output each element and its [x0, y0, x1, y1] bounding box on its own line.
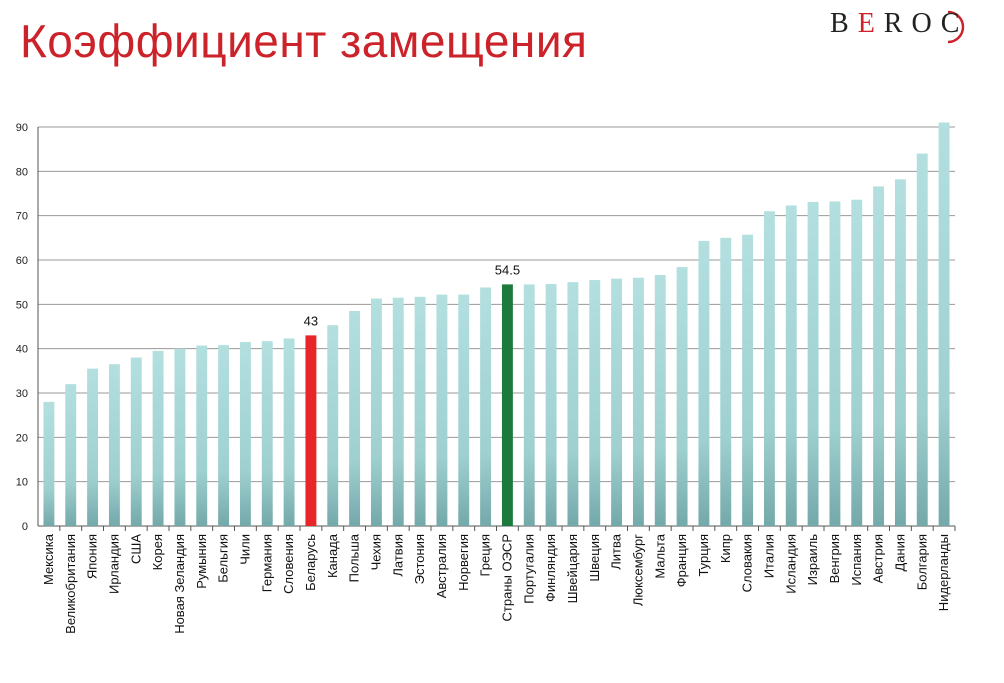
bar: [873, 186, 884, 526]
bar: [502, 284, 513, 526]
bar: [393, 298, 404, 526]
bar: [327, 325, 338, 526]
bar: [742, 235, 753, 526]
x-tick-label: Мальта: [652, 533, 667, 578]
bar: [939, 123, 950, 526]
x-tick-label: Швейцария: [565, 534, 580, 603]
y-tick-label: 20: [16, 432, 28, 444]
bar: [567, 282, 578, 526]
x-tick-label: Венгрия: [827, 534, 842, 583]
x-tick-label: Страны ОЭСР: [499, 534, 514, 621]
x-tick-label: Германия: [259, 534, 274, 592]
bar: [284, 338, 295, 526]
x-tick-label: Чехия: [368, 534, 383, 570]
y-tick-label: 50: [16, 299, 28, 311]
x-tick-label: Нидерланды: [936, 534, 951, 611]
bar: [371, 299, 382, 526]
x-tick-label: Австралия: [434, 534, 449, 598]
x-tick-label: Кипр: [718, 534, 733, 563]
x-tick-label: Словения: [281, 534, 296, 594]
x-tick-label: Мексика: [41, 533, 56, 585]
bar: [917, 154, 928, 526]
bar: [436, 295, 447, 526]
x-tick-label: Литва: [609, 533, 624, 570]
x-tick-label: Люксембург: [630, 534, 645, 606]
bar: [109, 364, 120, 526]
y-tick-label: 60: [16, 255, 28, 267]
x-tick-label: Великобритания: [63, 534, 78, 634]
bar: [698, 241, 709, 526]
bar: [458, 295, 469, 526]
bar: [895, 179, 906, 526]
bar: [65, 384, 76, 526]
bar: [808, 202, 819, 526]
x-tick-label: Исландия: [783, 534, 798, 594]
x-tick-label: Турция: [696, 534, 711, 577]
bar: [480, 287, 491, 526]
bar: [305, 335, 316, 526]
bar: [633, 278, 644, 526]
x-tick-label: Ирландия: [106, 534, 121, 594]
x-tick-label: Польша: [347, 533, 362, 582]
bar: [764, 211, 775, 526]
bar: [415, 297, 426, 526]
data-label: 54.5: [495, 262, 520, 277]
bar: [43, 402, 54, 526]
x-tick-label: Дания: [892, 534, 907, 572]
x-tick-label: Швеция: [587, 534, 602, 582]
y-tick-label: 30: [16, 388, 28, 400]
bar: [611, 279, 622, 526]
bar: [240, 342, 251, 526]
y-tick-label: 10: [16, 477, 28, 489]
x-tick-label: Австрия: [871, 534, 886, 583]
y-tick-label: 70: [16, 211, 28, 223]
x-tick-label: Болгария: [914, 534, 929, 590]
x-tick-label: Беларусь: [303, 534, 318, 591]
bar: [262, 341, 273, 526]
x-tick-label: Япония: [85, 534, 100, 579]
bar: [720, 238, 731, 526]
bar: [218, 345, 229, 526]
x-tick-label: Португалия: [521, 534, 536, 604]
x-tick-label: США: [128, 534, 143, 564]
bar: [589, 280, 600, 526]
x-tick-label: Бельгия: [216, 534, 231, 583]
data-label: 43: [304, 313, 318, 328]
x-tick-label: Франция: [674, 534, 689, 587]
bar: [87, 369, 98, 526]
bar: [546, 284, 557, 526]
bar: [655, 275, 666, 526]
bar: [786, 205, 797, 526]
bar: [153, 351, 164, 526]
x-tick-label: Латвия: [390, 534, 405, 577]
x-tick-label: Чили: [237, 534, 252, 565]
bar: [829, 201, 840, 526]
bar: [174, 349, 185, 526]
x-tick-label: Испания: [849, 534, 864, 586]
bar: [131, 358, 142, 526]
x-tick-label: Греция: [478, 534, 493, 577]
y-tick-label: 90: [16, 122, 28, 134]
x-tick-label: Эстония: [412, 534, 427, 584]
bar: [677, 267, 688, 526]
bar: [524, 284, 535, 526]
y-tick-label: 80: [16, 166, 28, 178]
x-tick-label: Румыния: [194, 534, 209, 589]
x-tick-label: Словакия: [740, 534, 755, 592]
x-tick-label: Норвегия: [456, 534, 471, 591]
x-tick-label: Израиль: [805, 534, 820, 586]
y-tick-label: 0: [22, 521, 28, 533]
x-tick-label: Новая Зеландия: [172, 534, 187, 634]
bar: [851, 200, 862, 526]
x-tick-label: Финляндия: [543, 534, 558, 602]
x-tick-label: Канада: [325, 533, 340, 578]
x-tick-label: Италия: [761, 534, 776, 578]
y-tick-label: 40: [16, 344, 28, 356]
x-tick-label: Корея: [150, 534, 165, 570]
bar: [349, 311, 360, 526]
bar: [196, 346, 207, 526]
